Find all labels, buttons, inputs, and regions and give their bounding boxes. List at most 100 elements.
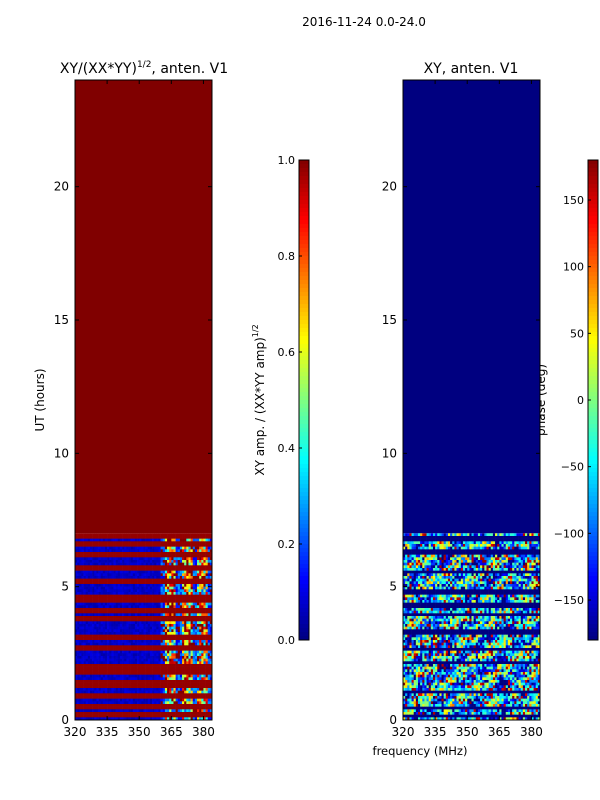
heatmap-cell	[94, 557, 97, 561]
heatmap-cell	[96, 576, 99, 579]
heatmap-cell	[424, 546, 427, 550]
heatmap-cell	[130, 546, 134, 550]
heatmap-cell	[186, 554, 189, 558]
heatmap-cell	[92, 682, 95, 686]
heatmap-cell	[169, 581, 172, 585]
heatmap-cell	[104, 578, 108, 582]
heatmap-cell	[89, 600, 93, 603]
heatmap-cell	[134, 610, 138, 614]
heatmap-cell	[207, 570, 211, 574]
heatmap-cell	[87, 677, 91, 681]
heatmap-cell	[137, 642, 140, 646]
heatmap-cell	[462, 549, 466, 553]
heatmap-cell	[122, 544, 125, 547]
heatmap-cell	[147, 600, 151, 603]
heatmap-cell	[94, 642, 97, 646]
heatmap-cell	[94, 584, 97, 587]
heatmap-cell	[167, 597, 170, 601]
heatmap-cell	[107, 608, 110, 611]
heatmap-cell	[197, 661, 200, 665]
heatmap-cell	[87, 565, 91, 569]
heatmap-cell	[85, 640, 89, 643]
heatmap-cell	[132, 709, 136, 713]
heatmap-cell	[85, 613, 89, 617]
heatmap-cell	[192, 552, 196, 555]
heatmap-cell	[94, 608, 97, 611]
heatmap-cell	[75, 610, 78, 614]
heatmap-cell	[141, 629, 144, 633]
heatmap-cell	[149, 568, 153, 571]
heatmap-cell	[128, 576, 131, 579]
heatmap-cell	[199, 650, 202, 654]
heatmap-cell	[145, 682, 149, 686]
heatmap-cell	[122, 688, 125, 691]
heatmap-cell	[124, 613, 127, 617]
heatmap-cell	[81, 613, 84, 617]
heatmap-cell	[113, 597, 116, 601]
heatmap-cell	[124, 605, 127, 609]
heatmap-cell	[102, 541, 106, 545]
heatmap-cell	[194, 552, 198, 555]
heatmap-cell	[512, 546, 515, 550]
heatmap-cell	[117, 658, 121, 662]
heatmap-cell	[124, 621, 127, 625]
heatmap-cell	[132, 648, 136, 651]
heatmap-cell	[471, 541, 474, 545]
heatmap-cell	[94, 581, 97, 585]
heatmap-cell	[87, 552, 91, 555]
heatmap-cell	[426, 552, 429, 555]
heatmap-cell	[79, 613, 82, 617]
heatmap-cell	[137, 712, 140, 715]
heatmap-cell	[145, 650, 149, 654]
heatmap-cell	[98, 589, 101, 593]
heatmap-cell	[124, 592, 127, 595]
heatmap-cell	[405, 541, 408, 545]
heatmap-cell	[117, 629, 121, 633]
heatmap-cell	[199, 600, 202, 603]
heatmap-cell	[134, 584, 138, 587]
heatmap-cell	[154, 594, 157, 598]
heatmap-cell	[85, 634, 89, 638]
heatmap-cell	[122, 706, 125, 710]
heatmap-cell	[92, 621, 95, 625]
heatmap-cell	[203, 645, 206, 649]
heatmap-cell	[132, 557, 136, 561]
heatmap-cell	[192, 544, 196, 547]
heatmap-cell	[98, 714, 101, 718]
heatmap-cell	[203, 690, 206, 694]
heatmap-cell	[134, 637, 138, 641]
heatmap-cell	[149, 613, 153, 617]
heatmap-cell	[179, 608, 183, 611]
heatmap-cell	[122, 554, 125, 558]
heatmap-cell	[104, 573, 108, 577]
heatmap-cell	[182, 650, 185, 654]
heatmap-cell	[186, 634, 189, 638]
heatmap-cell	[413, 538, 417, 542]
heatmap-cell	[107, 552, 110, 555]
heatmap-cell	[115, 621, 119, 625]
heatmap-cell	[98, 586, 101, 590]
heatmap-cell	[83, 616, 86, 619]
heatmap-cell	[171, 645, 174, 649]
heatmap-cell	[460, 546, 464, 550]
heatmap-cell	[188, 666, 191, 670]
heatmap-cell	[79, 565, 82, 569]
heatmap-cell	[169, 666, 172, 670]
heatmap-cell	[92, 546, 95, 550]
heatmap-cell	[89, 688, 93, 691]
heatmap-cell	[492, 533, 496, 537]
heatmap-cell	[94, 616, 97, 619]
heatmap-cell	[77, 632, 80, 635]
heatmap-cell	[199, 674, 202, 678]
heatmap-cell	[141, 624, 144, 627]
heatmap-cell	[171, 634, 174, 638]
heatmap-cell	[117, 672, 121, 675]
heatmap-cell	[113, 656, 116, 659]
heatmap-cell	[113, 576, 116, 579]
heatmap-cell	[175, 637, 179, 641]
heatmap-cell	[130, 693, 134, 697]
heatmap-cell	[109, 600, 112, 603]
heatmap-cell	[115, 581, 119, 585]
heatmap-cell	[81, 557, 84, 561]
heatmap-cell	[122, 712, 125, 715]
